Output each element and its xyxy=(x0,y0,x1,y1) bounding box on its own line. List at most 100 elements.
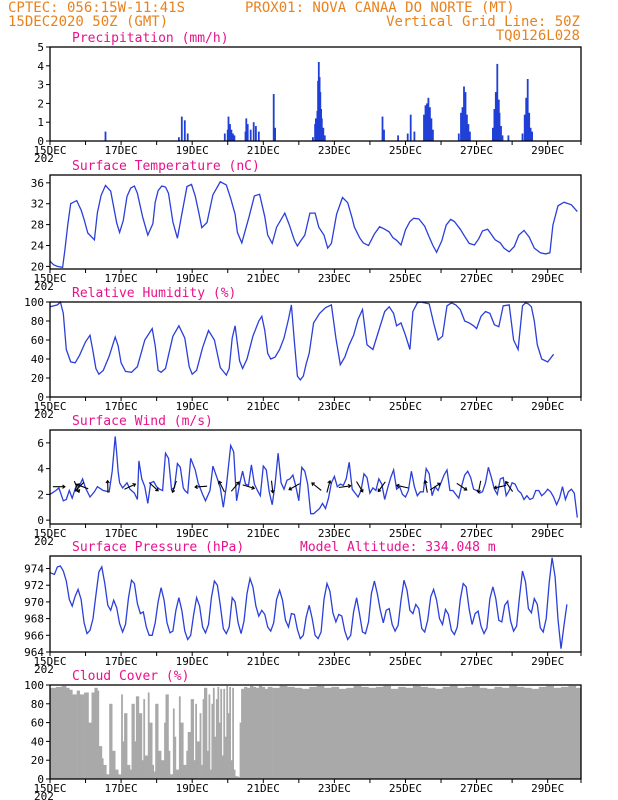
wind-arrow xyxy=(377,481,386,493)
series-line xyxy=(49,300,555,381)
cloud-cover-bar xyxy=(258,685,263,779)
wind-arrow-head xyxy=(235,481,240,486)
cloud-cover-bar xyxy=(214,736,217,779)
wind-arrow-head xyxy=(359,488,364,493)
plot-frame xyxy=(49,684,582,780)
wind-arrow-head xyxy=(155,487,159,492)
cloud-cover-bar xyxy=(449,685,458,779)
header-station-name: PROX01: NOVA CANAA DO NORTE (MT) xyxy=(245,0,515,16)
cloud-cover-bar xyxy=(472,685,480,779)
cloud-cover-bar xyxy=(324,687,332,779)
cloud-cover-bar xyxy=(221,755,224,779)
cloud-cover-bar xyxy=(226,685,229,779)
wind-arrow-shaft xyxy=(326,480,331,493)
precip-bar xyxy=(323,135,326,141)
wind-arrow-head xyxy=(311,482,315,486)
cloud-cover-bar xyxy=(208,694,211,779)
precip-bar xyxy=(457,133,460,141)
wind-arrow xyxy=(242,484,256,490)
precip-bar xyxy=(492,127,494,141)
cloud-cover-bar xyxy=(94,687,98,779)
wind-arrow-head xyxy=(251,485,256,490)
cloud-cover-bar xyxy=(457,687,465,779)
y-tick-label: 36 xyxy=(31,177,44,190)
precip-bar xyxy=(521,133,524,141)
y-tick-label: 80 xyxy=(31,698,44,711)
cloud-cover-bar xyxy=(531,688,540,779)
wind-arrow-head xyxy=(194,484,198,490)
cloud-cover-bar xyxy=(207,750,209,779)
cloud-cover-bar xyxy=(568,685,577,779)
precip-bar xyxy=(229,124,231,141)
y-tick-label: 966 xyxy=(24,629,44,642)
wind-arrow xyxy=(326,480,332,493)
precip-bar xyxy=(464,92,467,141)
cloud-cover-bar xyxy=(509,685,517,779)
wind-arrow-head xyxy=(423,479,428,484)
x-tick-label: 17DEC xyxy=(105,144,138,157)
cloud-cover-bar xyxy=(118,774,122,779)
cloud-cover-bar xyxy=(553,687,562,779)
wind-arrow-head xyxy=(437,482,441,487)
precip-bar xyxy=(426,103,428,141)
x-tick-label: 19DEC xyxy=(176,144,209,157)
cloud-cover-bar xyxy=(106,774,110,779)
y-tick-label: 0 xyxy=(37,514,44,527)
precip-bar xyxy=(529,127,532,141)
cloud-cover-bar xyxy=(178,696,181,779)
wind-arrow-shaft xyxy=(171,480,177,493)
cloud-cover-bar xyxy=(435,688,443,779)
cloud-cover-bar xyxy=(346,687,354,779)
x-tick-label: 25DEC xyxy=(389,272,422,285)
cloud-cover-bar xyxy=(375,686,384,779)
cloud-cover-bar xyxy=(420,686,428,779)
cloud-cover-bar xyxy=(309,686,317,779)
y-tick-label: 40 xyxy=(31,735,44,748)
precip-bar xyxy=(500,126,502,141)
y-tick-label: 100 xyxy=(24,679,44,692)
precip-bar xyxy=(274,127,276,141)
cloud-cover-bar xyxy=(195,703,197,779)
cloud-cover-bar xyxy=(442,686,451,779)
precip-bar xyxy=(383,129,385,141)
precip-bar xyxy=(498,112,501,141)
cloud-cover-bar xyxy=(250,685,254,779)
cloud-cover-bar xyxy=(217,686,220,779)
precip-bar xyxy=(233,135,236,141)
cloud-cover-bar xyxy=(212,687,215,779)
precip-bar xyxy=(430,118,433,141)
precip-bar xyxy=(496,63,499,141)
panel-3: Relative Humidity (%) 0 20 40 60 80 100 15DEC 17… xyxy=(24,286,582,421)
cloud-cover-bar xyxy=(143,699,146,779)
wind-arrow-shaft xyxy=(230,481,240,492)
precip-bar xyxy=(397,135,399,141)
precip-bar xyxy=(245,118,248,141)
x-tick-label: 25DEC xyxy=(389,144,422,157)
y-tick-label: 968 xyxy=(24,613,44,626)
wind-arrow xyxy=(105,479,110,493)
x-tick-label: 23DEC xyxy=(318,272,351,285)
wind-arrow xyxy=(311,482,322,491)
precip-bar xyxy=(531,131,533,141)
wind-arrow-shaft xyxy=(124,483,136,490)
x-tick-label: 21DEC xyxy=(247,144,280,157)
panel-4: Surface Wind (m/s) 0 2 4 6 15DEC 17DEC 19DEC 21D… xyxy=(33,414,582,548)
x-tick-label: 27DEC xyxy=(460,400,493,413)
x-tick-label: 25DEC xyxy=(389,527,422,540)
panel-1: Precipitation (mm/h) 0 1 2 3 4 5 15DEC 17DEC 19DE… xyxy=(33,31,582,165)
cloud-cover-bar xyxy=(232,687,234,779)
cloud-cover-bar xyxy=(170,774,174,779)
cloud-cover-bar xyxy=(61,685,67,779)
cloud-cover-bar xyxy=(538,686,547,779)
wind-arrow-shaft xyxy=(218,481,225,493)
precip-bar xyxy=(427,97,430,141)
cloud-cover-bar xyxy=(338,688,347,779)
year-fragment: 202 xyxy=(34,535,54,548)
wind-arrow-head xyxy=(493,485,498,490)
wind-arrow xyxy=(76,483,89,490)
panel-title: Precipitation (mm/h) xyxy=(72,31,229,46)
x-tick-label: 23DEC xyxy=(318,655,351,668)
cloud-cover-bar xyxy=(112,750,116,779)
cloud-cover-bar xyxy=(267,686,273,779)
